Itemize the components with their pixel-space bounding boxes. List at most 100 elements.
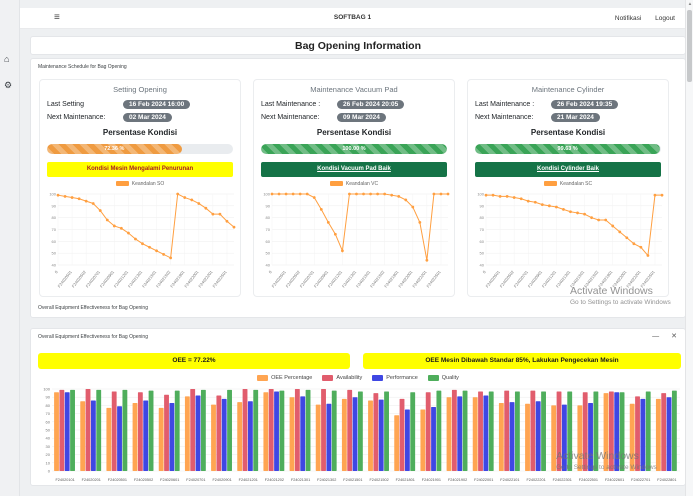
svg-text:F24022801: F24022801 xyxy=(657,478,676,482)
scroll-up-icon[interactable]: ▲ xyxy=(687,1,693,6)
legend-swatch xyxy=(372,375,384,381)
svg-text:0: 0 xyxy=(481,269,487,274)
legend-item[interactable]: Performance xyxy=(372,375,418,381)
svg-text:0: 0 xyxy=(53,269,59,274)
svg-text:80: 80 xyxy=(480,215,485,220)
condition-progress-fill: 72.36 % xyxy=(47,144,182,154)
legend-label: Keandalan VC xyxy=(345,181,379,187)
condition-title: Persentase Kondisi xyxy=(102,128,178,137)
svg-text:F24021801: F24021801 xyxy=(396,478,415,482)
panel-setting-opening: Setting Opening Last Setting 16 Feb 2024 … xyxy=(39,79,241,297)
chart-legend[interactable]: Keandalan SO xyxy=(40,181,240,187)
svg-text:70: 70 xyxy=(46,411,51,416)
legend-item[interactable]: Quality xyxy=(427,375,459,381)
last-row: Last Maintenance : 26 Feb 2024 19:35 xyxy=(475,100,661,109)
svg-text:F24022301: F24022301 xyxy=(553,478,572,482)
oee-bar-chart[interactable]: 0 10 20 30 40 50 60 70 80 90 100 F24020101 F24020201… xyxy=(35,385,683,485)
svg-text:40: 40 xyxy=(266,263,271,268)
svg-text:F24022201: F24022201 xyxy=(526,478,545,482)
reliability-line-chart-sc[interactable]: 4050607080901000F24020501F24020502F24020… xyxy=(471,189,667,297)
home-icon[interactable]: ⌂ xyxy=(4,54,10,64)
svg-text:F24021201: F24021201 xyxy=(239,478,258,482)
svg-text:60: 60 xyxy=(266,239,271,244)
condition-progress-fill: 100.00 % xyxy=(261,144,447,154)
legend-label: Availability xyxy=(336,375,363,382)
svg-text:F24021302: F24021302 xyxy=(317,478,336,482)
legend-label: Keandalan SC xyxy=(559,181,593,187)
scrollbar-thumb[interactable] xyxy=(687,10,692,82)
chart-legend[interactable]: Keandalan SC xyxy=(468,181,668,187)
logout-link[interactable]: Logout xyxy=(655,15,675,22)
svg-text:80: 80 xyxy=(52,215,57,220)
svg-text:F24020501: F24020501 xyxy=(108,478,127,482)
svg-text:100: 100 xyxy=(49,192,56,197)
next-row: Next Maintenance: 02 Mar 2024 xyxy=(47,113,233,122)
svg-text:F24022001: F24022001 xyxy=(474,478,493,482)
next-label: Next Maintenance: xyxy=(261,114,320,121)
last-date-badge: 26 Feb 2024 19:35 xyxy=(551,100,619,109)
svg-text:0: 0 xyxy=(267,269,273,274)
svg-text:F24020901: F24020901 xyxy=(212,478,231,482)
svg-text:0: 0 xyxy=(48,469,51,474)
last-date-badge: 26 Feb 2024 20:05 xyxy=(337,100,405,109)
last-date-badge: 16 Feb 2024 16:00 xyxy=(123,100,191,109)
maintenance-card: Maintenance Schedule for Bag Opening Set… xyxy=(30,58,686,318)
svg-text:F24022501: F24022501 xyxy=(579,478,598,482)
svg-text:F24021301: F24021301 xyxy=(291,478,310,482)
next-label: Next Maintenance: xyxy=(47,114,106,121)
legend-item[interactable]: Availability xyxy=(322,375,362,381)
svg-text:20: 20 xyxy=(46,452,51,457)
close-button[interactable]: ✕ xyxy=(671,333,677,340)
last-row: Last Maintenance : 26 Feb 2024 20:05 xyxy=(261,100,447,109)
top-navbar: ≡ SOFTBAG 1 Notifikasi Logout xyxy=(20,8,685,29)
svg-text:50: 50 xyxy=(480,251,485,256)
svg-text:50: 50 xyxy=(266,251,271,256)
svg-text:F24021501: F24021501 xyxy=(343,478,362,482)
legend-label: OEE Percentage xyxy=(271,375,313,382)
svg-text:F24021901: F24021901 xyxy=(422,478,441,482)
oee-window: Overall Equipment Effectiveness for Bag … xyxy=(30,328,686,486)
vertical-scrollbar[interactable]: ▲ xyxy=(685,0,693,496)
legend-swatch xyxy=(257,375,269,381)
oee-window-controls: — ✕ xyxy=(642,332,677,340)
next-label: Next Maintenance: xyxy=(475,114,534,121)
condition-status-banner: Kondisi Vacuum Pad Baik xyxy=(261,162,447,177)
legend-item[interactable]: OEE Percentage xyxy=(257,375,312,381)
svg-text:30: 30 xyxy=(46,444,51,449)
reliability-line-chart-vc[interactable]: 4050607080901000F24020501F24020502F24020… xyxy=(257,189,453,297)
oee-section-label: Overall Equipment Effectiveness for Bag … xyxy=(38,305,148,311)
svg-text:90: 90 xyxy=(480,203,485,208)
page-title-card: Bag Opening Information xyxy=(30,36,686,55)
oee-window-title: Overall Equipment Effectiveness for Bag … xyxy=(38,334,148,340)
notifikasi-link[interactable]: Notifikasi xyxy=(614,15,642,22)
svg-text:40: 40 xyxy=(480,263,485,268)
last-row: Last Setting 16 Feb 2024 16:00 xyxy=(47,100,233,109)
svg-text:100: 100 xyxy=(477,192,484,197)
gears-icon[interactable]: ⚙ xyxy=(4,80,13,90)
minimize-button[interactable]: — xyxy=(652,333,660,340)
svg-text:F24022701: F24022701 xyxy=(631,478,650,482)
nav-links: Notifikasi Logout xyxy=(603,15,675,22)
reliability-line-chart-so[interactable]: 4050607080901000F24020501F24020502F24020… xyxy=(43,189,239,297)
svg-text:F24021902: F24021902 xyxy=(448,478,467,482)
legend-label: Keandalan SO xyxy=(131,181,165,187)
svg-text:40: 40 xyxy=(52,263,57,268)
hamburger-menu-icon[interactable]: ≡ xyxy=(54,12,60,23)
last-label: Last Maintenance : xyxy=(475,101,535,108)
panel-title: Maintenance Vacuum Pad xyxy=(310,85,398,94)
page-title: Bag Opening Information xyxy=(295,40,421,52)
condition-status-banner: Kondisi Cylinder Baik xyxy=(475,162,661,177)
condition-progressbar: 72.36 % xyxy=(47,144,233,154)
chart-legend[interactable]: Keandalan VC xyxy=(254,181,454,187)
condition-title: Persentase Kondisi xyxy=(316,128,392,137)
svg-text:90: 90 xyxy=(52,203,57,208)
next-date-badge: 09 Mar 2024 xyxy=(337,113,386,122)
panel-title: Setting Opening xyxy=(113,85,167,94)
svg-text:F24020201: F24020201 xyxy=(82,478,101,482)
svg-text:40: 40 xyxy=(46,436,51,441)
svg-text:100: 100 xyxy=(263,192,270,197)
svg-text:60: 60 xyxy=(480,239,485,244)
svg-text:60: 60 xyxy=(52,239,57,244)
condition-progress-fill: 99.63 % xyxy=(475,144,661,154)
